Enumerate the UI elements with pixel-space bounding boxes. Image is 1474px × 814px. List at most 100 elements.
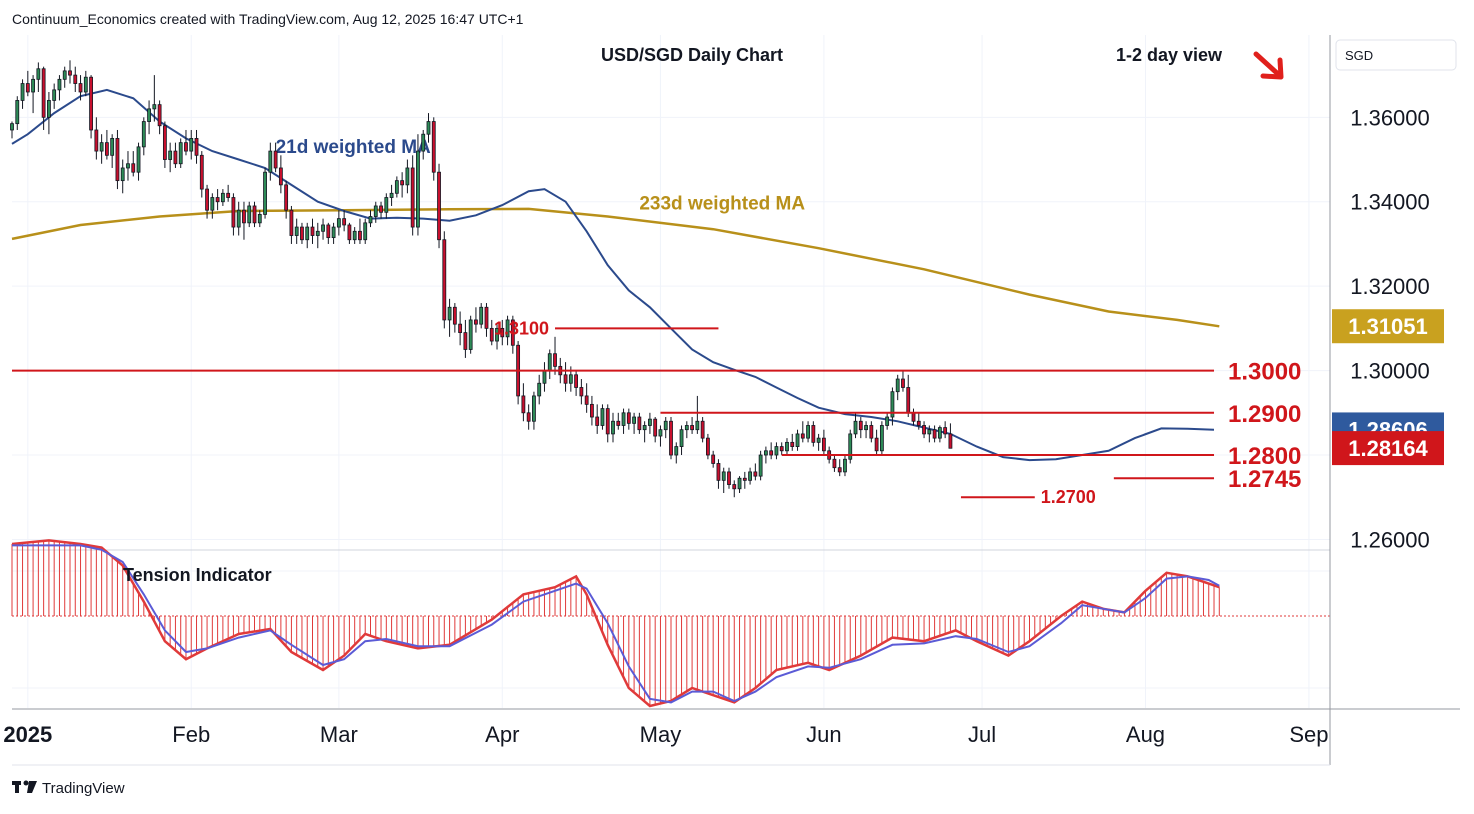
candle-body: [895, 378, 900, 393]
candle-body: [568, 374, 573, 384]
candle-body: [268, 150, 273, 173]
candle-body: [727, 471, 731, 485]
candle-body: [294, 226, 299, 236]
candle-body: [774, 446, 779, 456]
candle-body: [15, 100, 20, 125]
candle-body: [479, 306, 484, 325]
candle-body: [410, 167, 415, 228]
candle-body: [848, 433, 853, 460]
y-tick-label: 1.34000: [1350, 190, 1430, 215]
ma-label: 233d weighted MA: [639, 193, 805, 214]
candle-body: [595, 416, 600, 426]
candle-body: [906, 387, 911, 414]
candle-body: [537, 382, 542, 397]
candle-body: [247, 205, 252, 224]
y-tick-label: 1.36000: [1350, 105, 1430, 130]
candle-body: [590, 403, 594, 418]
candle-body: [795, 433, 800, 447]
candle-body: [215, 197, 220, 203]
ma-label: 21d weighted MA: [276, 137, 431, 158]
candle-body: [600, 408, 605, 426]
candle-body: [147, 108, 151, 122]
candle-body: [616, 420, 621, 426]
candle-body: [821, 437, 826, 452]
candle-body: [52, 89, 57, 101]
candle-body: [879, 425, 884, 452]
candle-body: [199, 154, 204, 190]
candle-body: [384, 197, 389, 213]
chart-title: USD/SGD Daily Chart: [601, 45, 783, 65]
candle-body: [837, 467, 842, 473]
x-tick-label: Feb: [172, 722, 210, 747]
candle-body: [331, 226, 336, 239]
candle-body: [278, 167, 283, 186]
candle-body: [115, 138, 120, 182]
candle-body: [532, 395, 536, 422]
candle-body: [405, 167, 410, 186]
x-tick-label: 2025: [3, 722, 52, 747]
candle-body: [621, 412, 626, 426]
candle-body: [832, 458, 837, 469]
candle-body: [542, 370, 547, 384]
level-label: 1.2745: [1228, 466, 1301, 493]
candle-body: [716, 463, 721, 481]
candle-body: [937, 427, 942, 439]
candle-body: [500, 327, 505, 338]
candle-body: [948, 433, 953, 449]
candle-body: [99, 142, 104, 152]
candle-body: [742, 477, 747, 481]
candle-body: [684, 425, 689, 431]
candle-body: [626, 412, 631, 424]
candle-body: [732, 484, 737, 490]
candle-body: [421, 133, 426, 152]
currency-label: SGD: [1345, 48, 1373, 63]
level-label: 1.2900: [1228, 401, 1301, 428]
candle-body: [843, 458, 847, 473]
candle-body: [505, 319, 510, 338]
candle-body: [368, 216, 373, 224]
candle-body: [737, 477, 742, 490]
candle-body: [806, 425, 810, 439]
candle-body: [305, 226, 310, 241]
candle-body: [347, 224, 352, 241]
candle-body: [389, 192, 394, 198]
candle-body: [110, 138, 115, 156]
candle-body: [273, 150, 278, 169]
candle-body: [25, 83, 30, 93]
candle-body: [310, 226, 315, 236]
candle-body: [173, 150, 178, 165]
candle-body: [321, 224, 325, 232]
candle-body: [695, 420, 700, 431]
attribution-text: Continuum_Economics created with Trading…: [12, 11, 524, 27]
candle-body: [869, 425, 874, 439]
candle-body: [68, 70, 72, 76]
candle-body: [922, 425, 926, 435]
candle-body: [236, 209, 241, 228]
candle-body: [452, 306, 457, 325]
candle-body: [711, 454, 716, 464]
candle-body: [47, 100, 51, 118]
footer-brand: TradingView: [42, 780, 125, 797]
candle-body: [611, 420, 615, 435]
candle-body: [769, 450, 774, 456]
candle-body: [10, 123, 14, 131]
candle-body: [220, 192, 225, 203]
currency-box[interactable]: [1335, 39, 1457, 71]
candle-body: [94, 129, 99, 152]
candle-body: [468, 319, 473, 350]
candle-body: [648, 418, 652, 426]
candle-body: [36, 68, 41, 80]
tension-indicator-label: Tension Indicator: [123, 565, 272, 585]
candle-body: [927, 429, 932, 435]
candle-body: [189, 138, 194, 152]
tension-layer: [11, 539, 1220, 708]
candle-body: [168, 150, 173, 160]
candle-body: [57, 78, 62, 91]
candle-body: [463, 332, 468, 350]
candle-body: [605, 408, 610, 435]
candle-body: [489, 327, 494, 342]
candle-body: [748, 471, 752, 481]
candle-body: [363, 222, 368, 241]
candle-body: [785, 441, 789, 452]
